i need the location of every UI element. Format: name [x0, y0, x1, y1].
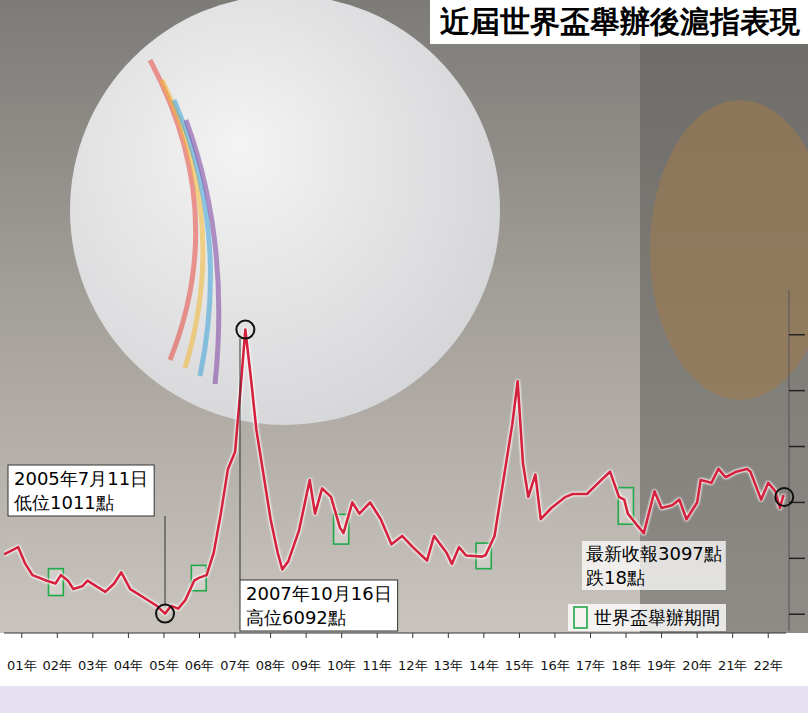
x-tick-label: 07年 — [220, 658, 250, 673]
x-tick — [163, 633, 164, 638]
ball-pattern — [186, 120, 219, 384]
index-line — [4, 330, 784, 614]
annotation-point — [236, 321, 254, 339]
x-tick — [590, 633, 591, 638]
leader-line — [240, 339, 241, 580]
annotation-text: 2005年7月11日 — [14, 468, 148, 489]
x-tick-label: 15年 — [505, 658, 535, 673]
x-tick-label: 20年 — [682, 658, 712, 673]
annotation-text: 最新收報3097點 — [586, 543, 722, 564]
rock — [650, 100, 808, 400]
x-tick — [235, 633, 236, 638]
title: 近屆世界盃舉辦後滬指表現 — [440, 4, 801, 39]
annotation-text: 低位1011點 — [14, 492, 114, 513]
x-tick-label: 03年 — [78, 658, 108, 673]
x-tick-label: 22年 — [753, 658, 783, 673]
legend-ground — [568, 604, 726, 631]
x-tick-label: 18年 — [611, 658, 641, 673]
chart: 01年 02年 03年 04年 05年 06年 07年 08年 09年 10年 11年 12年 13年 1… — [0, 0, 808, 713]
annotations: 2005年7月11日低位1011點 2007年10月16日高位6092點 最新收報3… — [8, 321, 793, 631]
x-tick-label: 06年 — [185, 658, 215, 673]
x-tick — [92, 633, 93, 638]
annotation-box — [8, 465, 154, 516]
title-ground — [430, 0, 808, 44]
y-tick — [789, 390, 805, 392]
bottom-band — [0, 686, 808, 713]
x-tick-label: 02年 — [43, 658, 73, 673]
x-tick-label: 10年 — [327, 658, 357, 673]
legend-swatch — [574, 607, 587, 628]
y-tick — [789, 334, 805, 336]
x-tick — [270, 633, 271, 638]
x-tick-label: 16年 — [540, 658, 570, 673]
x-tick-label: 09年 — [291, 658, 321, 673]
x-tick-label: 17年 — [576, 658, 606, 673]
y-tick — [789, 558, 805, 560]
annotation-text: 跌18點 — [586, 567, 645, 588]
x-tick-label: 01年 — [7, 658, 37, 673]
x-tick-label: 19年 — [647, 658, 677, 673]
x-tick — [128, 633, 129, 638]
y-tick — [789, 613, 805, 615]
x-axis-line — [4, 633, 786, 634]
x-tick — [341, 633, 342, 638]
x-tick — [519, 633, 520, 638]
annotation-box — [582, 541, 726, 590]
x-tick — [21, 633, 22, 638]
ball — [70, 0, 500, 425]
x-tick — [626, 633, 627, 638]
title-group: 近屆世界盃舉辦後滬指表現 — [430, 0, 808, 44]
annotation-point — [156, 605, 174, 623]
x-tick-label: 08年 — [256, 658, 286, 673]
axis-strip — [0, 633, 808, 686]
axes: 01年 02年 03年 04年 05年 06年 07年 08年 09年 10年 11年 12年 13年 1… — [4, 290, 805, 673]
background — [0, 0, 808, 713]
x-tick — [412, 633, 413, 638]
x-tick — [697, 633, 698, 638]
annotation-text: 高位6092點 — [246, 607, 346, 628]
x-tick-label: 21年 — [718, 658, 748, 673]
legend-text: 世界盃舉辦期間 — [594, 607, 720, 628]
y-tick — [789, 446, 805, 448]
x-tick — [732, 633, 733, 638]
annotation-box — [240, 580, 398, 631]
annotation-point — [775, 488, 793, 506]
x-tick — [554, 633, 555, 638]
x-tick-label: 04年 — [114, 658, 144, 673]
x-tick — [483, 633, 484, 638]
y-axis-line — [789, 290, 790, 631]
x-tick — [57, 633, 58, 638]
x-tick-label: 11年 — [362, 658, 392, 673]
x-tick — [661, 633, 662, 638]
x-tick — [768, 633, 769, 638]
leader-line — [165, 516, 166, 605]
x-tick — [306, 633, 307, 638]
legend: 世界盃舉辦期間 — [568, 604, 726, 631]
x-tick-label: 05年 — [149, 658, 179, 673]
plot-area — [4, 330, 784, 614]
annotation-text: 2007年10月16日 — [246, 583, 392, 604]
x-tick-label: 12年 — [398, 658, 428, 673]
x-tick — [377, 633, 378, 638]
x-tick — [448, 633, 449, 638]
x-tick-label: 13年 — [434, 658, 464, 673]
x-tick-label: 14年 — [469, 658, 499, 673]
x-tick — [199, 633, 200, 638]
